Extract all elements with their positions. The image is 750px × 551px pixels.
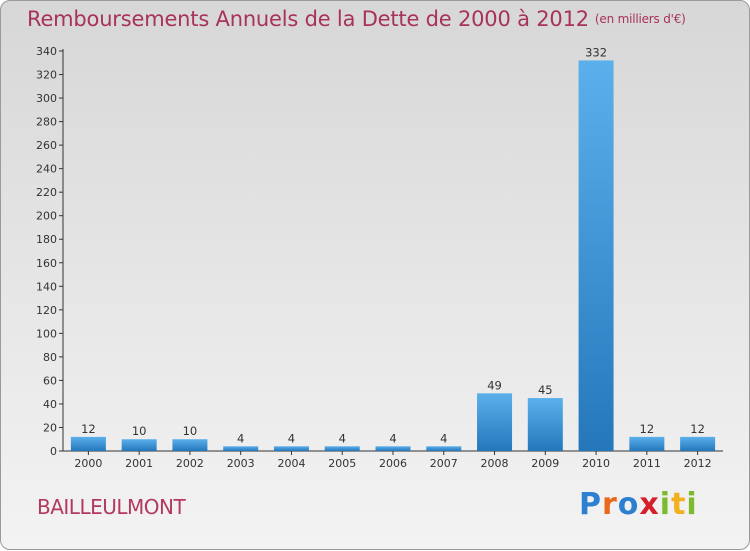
x-axis: 2000 2001 2002 2003 2004 2005 2006 2007 2008 2009… bbox=[63, 450, 723, 470]
y-tick-label: 200 bbox=[36, 210, 57, 223]
y-tick-label: 280 bbox=[36, 116, 57, 129]
x-tick-label: 2009 bbox=[531, 457, 559, 470]
x-tick-label: 2004 bbox=[277, 457, 305, 470]
x-tick-label: 2006 bbox=[379, 457, 407, 470]
y-tick-label: 180 bbox=[36, 233, 57, 246]
proxiti-logo: Proxiti bbox=[579, 487, 698, 522]
bar bbox=[121, 439, 157, 451]
bar bbox=[629, 436, 665, 451]
unit-label: (en milliers d'€) bbox=[594, 12, 686, 26]
x-tick-label: 2000 bbox=[74, 457, 102, 470]
logo-letter: i bbox=[686, 487, 698, 522]
bars bbox=[70, 60, 716, 451]
data-label: 332 bbox=[585, 45, 607, 59]
y-tick-label: 160 bbox=[36, 257, 57, 270]
x-tick-label: 2005 bbox=[328, 457, 356, 470]
x-tick-label: 2010 bbox=[582, 457, 610, 470]
y-tick-label: 340 bbox=[36, 45, 57, 58]
bar bbox=[527, 398, 563, 451]
data-label: 49 bbox=[487, 378, 502, 392]
data-label: 10 bbox=[132, 424, 147, 438]
data-label: 4 bbox=[440, 431, 447, 445]
data-label: 4 bbox=[237, 431, 244, 445]
data-labels: 12 10 10 4 4 4 4 4 49 45 332 12 12 bbox=[81, 45, 705, 445]
bar bbox=[172, 439, 208, 451]
bar bbox=[273, 446, 309, 451]
logo-letter: o bbox=[617, 487, 640, 522]
bar bbox=[324, 446, 360, 451]
y-axis: 0 20 40 60 80 100 120 140 160 180 200 220 240 260 280 3… bbox=[36, 45, 64, 458]
y-tick-label: 20 bbox=[43, 421, 57, 434]
y-tick-label: 100 bbox=[36, 327, 57, 340]
commune-name: BAILLEULMONT bbox=[37, 495, 186, 519]
y-tick-label: 320 bbox=[36, 69, 57, 82]
bar bbox=[426, 446, 462, 451]
logo-letter: P bbox=[579, 487, 602, 522]
y-tick-label: 120 bbox=[36, 304, 57, 317]
data-label: 12 bbox=[690, 422, 705, 436]
x-tick-label: 2007 bbox=[430, 457, 458, 470]
x-tick-label: 2002 bbox=[176, 457, 204, 470]
chart-title-text: Remboursements Annuels de la Dette de 20… bbox=[27, 7, 589, 31]
x-tick-label: 2001 bbox=[125, 457, 153, 470]
x-tick-label: 2012 bbox=[684, 457, 712, 470]
bar bbox=[578, 60, 614, 451]
y-tick-label: 240 bbox=[36, 163, 57, 176]
chart-title: Remboursements Annuels de la Dette de 20… bbox=[27, 7, 686, 31]
bar bbox=[680, 436, 716, 451]
bar bbox=[375, 446, 411, 451]
y-tick-label: 60 bbox=[43, 374, 57, 387]
y-tick-label: 220 bbox=[36, 186, 57, 199]
data-label: 4 bbox=[288, 431, 295, 445]
data-label: 4 bbox=[389, 431, 396, 445]
y-tick-label: 300 bbox=[36, 92, 57, 105]
y-tick-label: 140 bbox=[36, 280, 57, 293]
y-tick-label: 260 bbox=[36, 139, 57, 152]
x-tick-label: 2008 bbox=[481, 457, 509, 470]
logo-letter: r bbox=[602, 487, 618, 522]
x-tick-label: 2011 bbox=[633, 457, 661, 470]
data-label: 4 bbox=[339, 431, 346, 445]
data-label: 45 bbox=[538, 383, 553, 397]
bar bbox=[223, 446, 259, 451]
y-tick-label: 0 bbox=[50, 445, 57, 458]
y-tick-label: 80 bbox=[43, 351, 57, 364]
bar bbox=[70, 436, 106, 451]
logo-letter: x bbox=[639, 487, 660, 522]
data-label: 12 bbox=[81, 422, 96, 436]
data-label: 12 bbox=[640, 422, 655, 436]
bar bbox=[477, 393, 513, 451]
logo-letter: i bbox=[659, 487, 672, 522]
y-tick-label: 40 bbox=[43, 398, 57, 411]
logo-letter: t bbox=[671, 487, 687, 522]
data-label: 10 bbox=[183, 424, 198, 438]
x-tick-label: 2003 bbox=[227, 457, 255, 470]
